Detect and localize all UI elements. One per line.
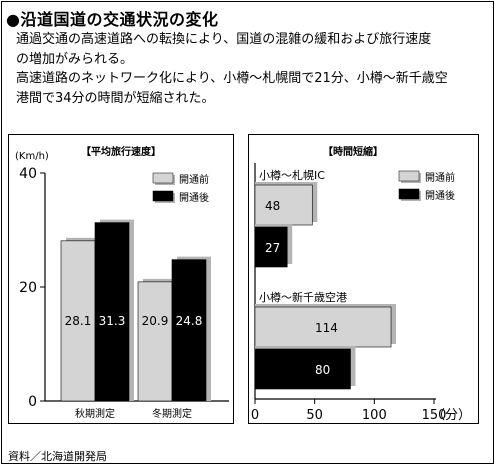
y-tick-label: 20 (19, 280, 37, 296)
y-tick-label: 0 (28, 394, 37, 410)
y-tick-label: 40 (19, 166, 37, 182)
bar (137, 281, 173, 402)
time-chart-panel: 【時間短縮】 0 50 100 150 （分） 開通前開通後 小樽～札幌IC 48 27 小樽～新… (248, 134, 479, 424)
description-line: 高速道路のネットワーク化により、小樽～札幌間で21分、小樽～新千歳空 (16, 71, 448, 86)
x-tick-label: 50 (306, 408, 323, 423)
bar (171, 259, 207, 402)
category-label: 冬期測定 (152, 407, 192, 420)
speed-chart-title: 【平均旅行速度】 (81, 147, 161, 158)
description: 通過交通の高速道路への転換により、国道の混雑の緩和および旅行速度 の増加がみられ… (16, 30, 486, 108)
bar (254, 306, 392, 348)
bar (254, 348, 351, 390)
legend-label: 開通前 (179, 173, 209, 186)
source-note: 資料／北海道開発局 (8, 450, 107, 463)
bar (60, 240, 96, 402)
description-line: の増加がみられる。 (16, 51, 134, 67)
x-axis-unit: （分） (432, 408, 471, 423)
legend-swatch (398, 170, 420, 182)
bar-value-label: 27 (265, 241, 280, 255)
bar-value-label: 28.1 (65, 314, 92, 328)
time-chart-title: 【時間短縮】 (323, 147, 383, 158)
legend-label: 開通後 (425, 189, 455, 202)
bar-value-label: 48 (265, 199, 280, 213)
legend-label: 開通後 (179, 191, 209, 204)
x-tick-label: 0 (251, 408, 259, 423)
bar-value-label: 20.9 (142, 314, 169, 328)
legend-swatch (152, 190, 174, 202)
bar (94, 222, 130, 402)
speed-chart-panel: 【平均旅行速度】 (Km/h) 0 20 40 開通前開通後 28.1 31.3 秋期測定 20… (8, 134, 234, 424)
category-label: 小樽～札幌IC (259, 168, 325, 182)
y-axis-unit: (Km/h) (15, 151, 49, 162)
description-line: 通過交通の高速道路への転換により、国道の混雑の緩和および旅行速度 (16, 32, 432, 47)
x-tick-label: 100 (362, 408, 387, 423)
bar-value-label: 80 (315, 363, 330, 377)
bar (254, 184, 313, 226)
x-tick-label: 150 (422, 408, 447, 423)
page-title: ●沿道国道の交通状況の変化 (6, 10, 219, 29)
bar (254, 226, 288, 268)
bar-value-label: 24.8 (176, 314, 203, 328)
legend-swatch (152, 172, 174, 184)
bar-value-label: 31.3 (99, 314, 126, 328)
bar-value-label: 114 (315, 321, 338, 335)
legend-label: 開通前 (425, 171, 455, 184)
category-label: 小樽～新千歳空港 (259, 290, 347, 304)
category-label: 秋期測定 (75, 407, 115, 420)
legend-swatch (398, 188, 420, 200)
description-line: 港間で34分の時間が短縮された。 (16, 90, 215, 106)
